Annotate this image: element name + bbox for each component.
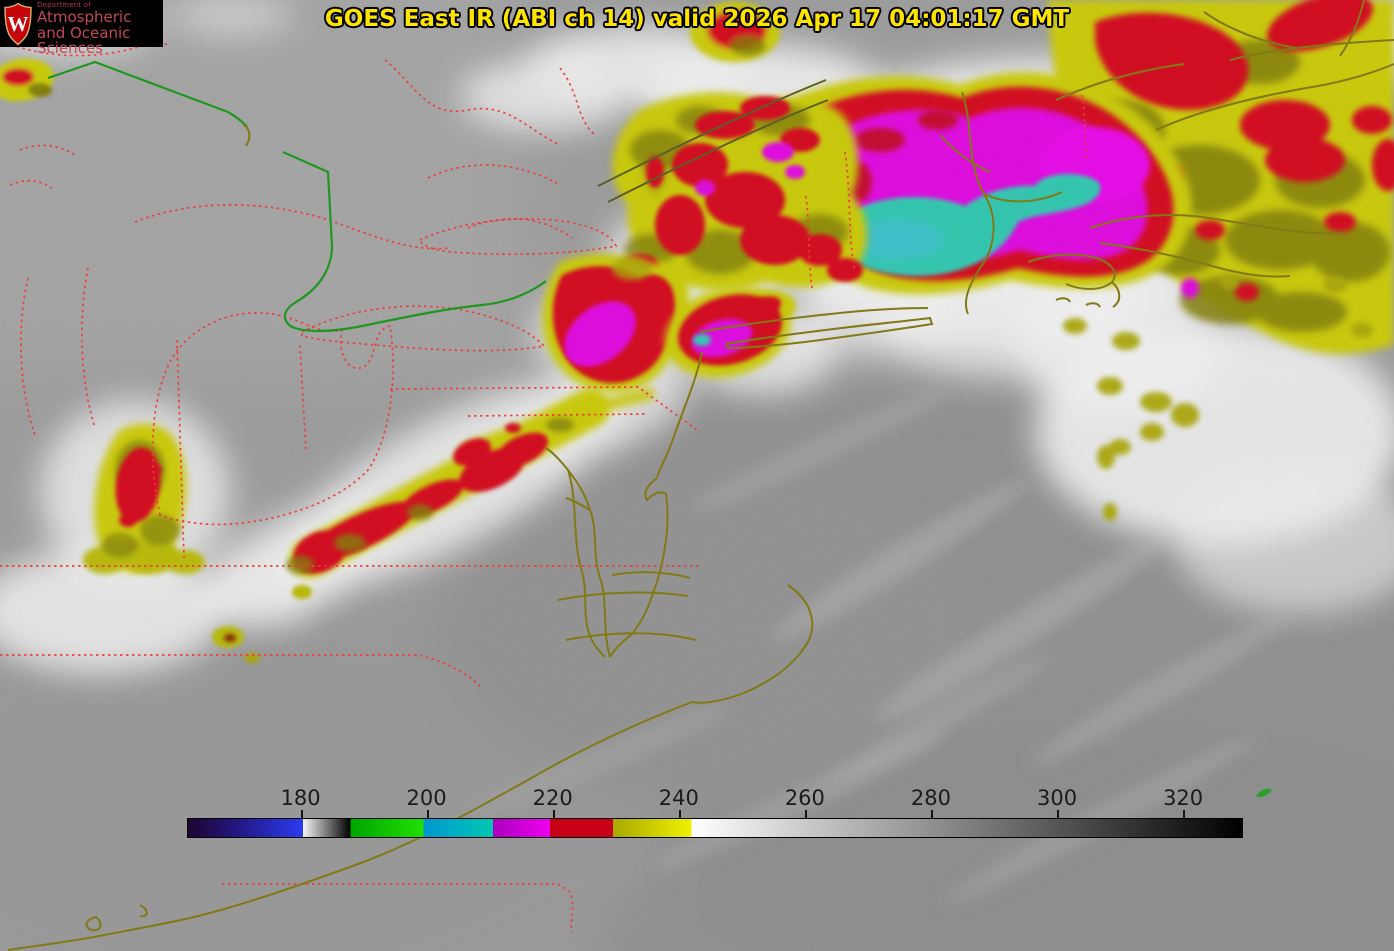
dept-small-label: Department of xyxy=(37,1,91,9)
colorbar-tick xyxy=(804,810,807,818)
uw-aos-logo: W Department of Atmospheric and Oceanic … xyxy=(0,0,163,56)
image-title: GOES East IR (ABI ch 14) valid 2026 Apr … xyxy=(324,6,1070,32)
colorbar-tick xyxy=(1183,810,1186,818)
colorbar-tick xyxy=(678,810,681,818)
colorbar-tick xyxy=(930,810,933,818)
colorbar-gradient xyxy=(187,818,1243,838)
colorbar-tick xyxy=(552,810,555,818)
colorbar-tick-label: 240 xyxy=(658,786,699,810)
dept-line2-label: and Oceanic Sciences xyxy=(37,24,131,57)
colorbar-tick-label: 260 xyxy=(784,786,825,810)
colorbar-tick-label: 320 xyxy=(1163,786,1204,810)
colorbar-tick-label: 180 xyxy=(280,786,321,810)
colorbar-tick-label: 300 xyxy=(1036,786,1078,810)
logo-text: Department of Atmospheric and Oceanic Sc… xyxy=(37,2,163,56)
svg-text:W: W xyxy=(8,12,29,36)
colorbar-tick-label: 220 xyxy=(532,786,573,810)
uw-crest-icon: W xyxy=(4,2,32,46)
colorbar-tick xyxy=(300,810,303,818)
colorbar-tick xyxy=(426,810,429,818)
colorbar-tick-label: 280 xyxy=(910,786,951,810)
colorbar-tick-label: 200 xyxy=(406,786,447,810)
colorbar-tick xyxy=(1057,810,1060,818)
dept-line1-label: Atmospheric xyxy=(37,8,132,26)
colorbar: 180 200 220 240 260 280 300 320 xyxy=(187,784,1243,840)
